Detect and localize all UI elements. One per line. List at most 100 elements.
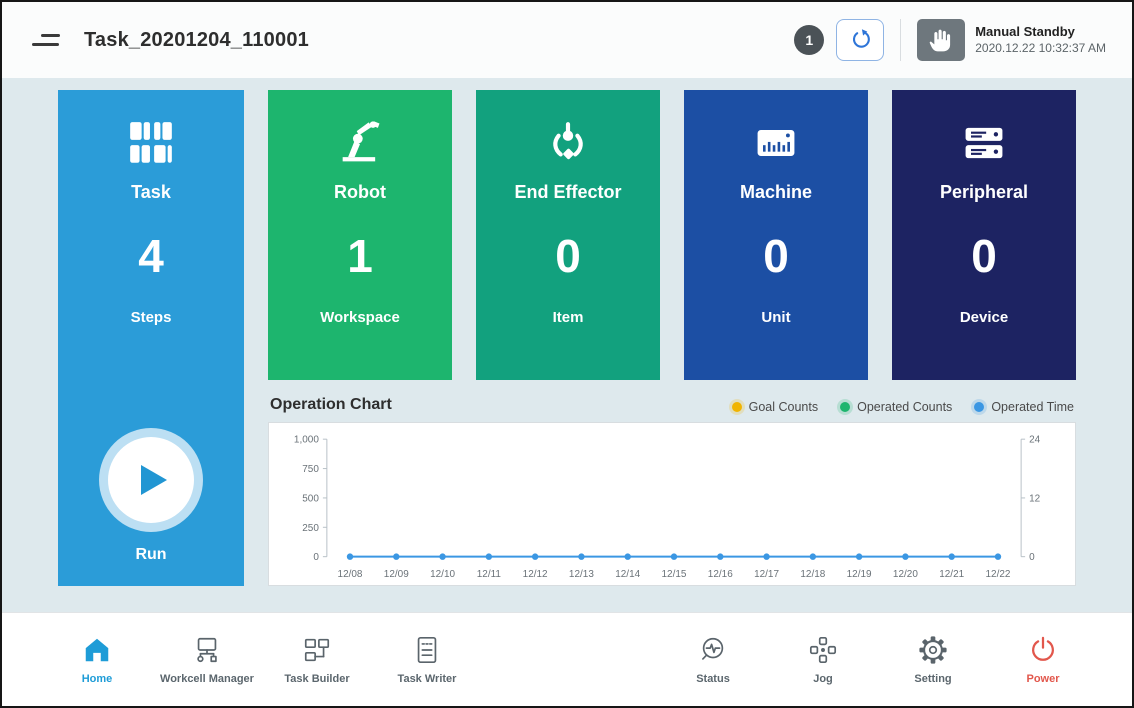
svg-text:12/19: 12/19	[847, 569, 872, 580]
jog-icon	[809, 636, 837, 664]
legend-goal-counts: Goal Counts	[731, 400, 819, 414]
play-icon	[141, 465, 167, 495]
legend-label: Operated Counts	[857, 400, 953, 414]
machine-card[interactable]: Machine 0 Unit	[684, 90, 868, 380]
goal-counts-dot-icon	[731, 402, 742, 412]
svg-text:12/14: 12/14	[615, 569, 640, 580]
nav-power[interactable]: Power	[988, 634, 1098, 685]
hand-icon	[929, 29, 951, 52]
header: Task_20201204_110001 1 Manual Standby 20…	[2, 2, 1132, 78]
reset-button[interactable]	[836, 19, 885, 61]
svg-text:1,000: 1,000	[294, 435, 319, 446]
svg-text:12/15: 12/15	[662, 569, 687, 580]
status-cards: Robot 1 Workspace	[268, 90, 1076, 380]
card-label: Robot	[334, 182, 386, 202]
svg-text:12/21: 12/21	[939, 569, 964, 580]
robot-card[interactable]: Robot 1 Workspace	[268, 90, 452, 380]
card-value: 0	[555, 230, 581, 282]
chart-legend: Goal Counts Operated Counts Operated Tim…	[731, 400, 1074, 414]
card-unit: Device	[959, 309, 1009, 326]
svg-text:12/09: 12/09	[384, 569, 409, 580]
card-value: 0	[971, 230, 997, 282]
robot-arm-icon	[334, 114, 386, 172]
nav-home[interactable]: Home	[42, 634, 152, 685]
svg-text:12/13: 12/13	[569, 569, 594, 580]
mode-label: Manual Standby	[975, 24, 1075, 40]
nav-setting[interactable]: Setting	[878, 634, 988, 685]
peripheral-card[interactable]: Peripheral 0 Device	[892, 90, 1076, 380]
nav-right-group: Status Jog	[658, 634, 1098, 685]
task-icon	[126, 114, 176, 172]
mode-timestamp: 2020.12.22 10:32:37 AM	[975, 40, 1106, 55]
svg-text:12: 12	[1029, 493, 1040, 504]
task-writer-icon	[417, 636, 437, 664]
svg-text:0: 0	[1029, 552, 1035, 563]
svg-text:750: 750	[302, 464, 319, 475]
svg-text:12/22: 12/22	[986, 569, 1011, 580]
operated-counts-dot-icon	[840, 402, 851, 412]
svg-text:12/16: 12/16	[708, 569, 733, 580]
header-right: 1 Manual Standby 2020.12.22 10:32:37 AM	[794, 19, 1106, 61]
nav-task-writer[interactable]: Task Writer	[372, 634, 482, 685]
home-icon	[85, 638, 109, 662]
run-button[interactable]	[99, 428, 203, 532]
run-area: Run	[99, 428, 203, 564]
svg-text:12/10: 12/10	[430, 569, 455, 580]
nav-left-group: Home Workcell Manager Task Builder	[42, 634, 482, 685]
peripheral-icon	[958, 114, 1010, 172]
svg-text:0: 0	[313, 552, 319, 563]
legend-label: Goal Counts	[748, 400, 819, 414]
main-area: Task 4 Steps Run	[2, 78, 1132, 612]
nav-jog[interactable]: Jog	[768, 634, 878, 685]
nav-task-builder[interactable]: Task Builder	[262, 634, 372, 685]
card-label: End Effector	[514, 182, 622, 202]
chart-header: Operation Chart Goal Counts Operated Cou…	[270, 396, 1074, 414]
chart-title: Operation Chart	[270, 396, 392, 413]
operated-time-dot-icon	[974, 402, 985, 412]
svg-text:24: 24	[1029, 435, 1040, 446]
right-column: Robot 1 Workspace	[268, 90, 1076, 586]
manual-mode-icon[interactable]	[917, 19, 966, 61]
gripper-icon	[543, 114, 593, 172]
card-value: 0	[763, 230, 789, 282]
task-card-label: Task	[131, 182, 171, 202]
legend-operated-time: Operated Time	[974, 400, 1074, 414]
operation-chart: 0 250 500 750 1,000 0 12 24 12/08 12/09 12/10 12/11…	[268, 422, 1076, 586]
hamburger-menu-icon[interactable]	[32, 29, 60, 51]
card-label: Machine	[739, 182, 813, 202]
svg-text:500: 500	[302, 493, 319, 504]
card-unit: Item	[552, 309, 584, 326]
task-card-unit: Steps	[130, 309, 172, 326]
card-unit: Unit	[761, 309, 791, 326]
status-icon	[702, 637, 724, 660]
card-label: Peripheral	[939, 182, 1029, 202]
nav-workcell-manager[interactable]: Workcell Manager	[152, 634, 262, 685]
svg-text:12/18: 12/18	[800, 569, 825, 580]
svg-text:250: 250	[302, 523, 319, 534]
workcell-manager-icon	[197, 637, 217, 663]
card-unit: Workspace	[320, 309, 400, 326]
legend-label: Operated Time	[991, 400, 1074, 414]
operation-chart-plot: 0 250 500 750 1,000 0 12 24 12/08 12/09 12/10 12/11…	[294, 435, 1041, 580]
svg-text:12/11: 12/11	[477, 569, 502, 580]
redo-icon	[853, 29, 871, 48]
end-effector-card[interactable]: End Effector 0 Item	[476, 90, 660, 380]
task-title: Task_20201204_110001	[84, 28, 309, 51]
power-icon	[1032, 636, 1054, 661]
svg-text:12/17: 12/17	[754, 569, 779, 580]
mode-status: Manual Standby 2020.12.22 10:32:37 AM	[975, 24, 1106, 55]
legend-operated-counts: Operated Counts	[840, 400, 952, 414]
task-builder-icon	[304, 638, 330, 662]
task-card[interactable]: Task 4 Steps Run	[58, 90, 244, 586]
task-card-value: 4	[138, 230, 164, 282]
machine-icon	[750, 114, 802, 172]
nav-status[interactable]: Status	[658, 634, 768, 685]
notification-badge[interactable]: 1	[794, 25, 825, 55]
svg-text:12/08: 12/08	[338, 569, 363, 580]
header-divider	[900, 19, 902, 61]
bottom-nav: Home Workcell Manager Task Builder	[2, 612, 1132, 706]
svg-text:12/12: 12/12	[523, 569, 548, 580]
gear-icon	[919, 636, 947, 664]
card-value: 1	[347, 230, 373, 282]
